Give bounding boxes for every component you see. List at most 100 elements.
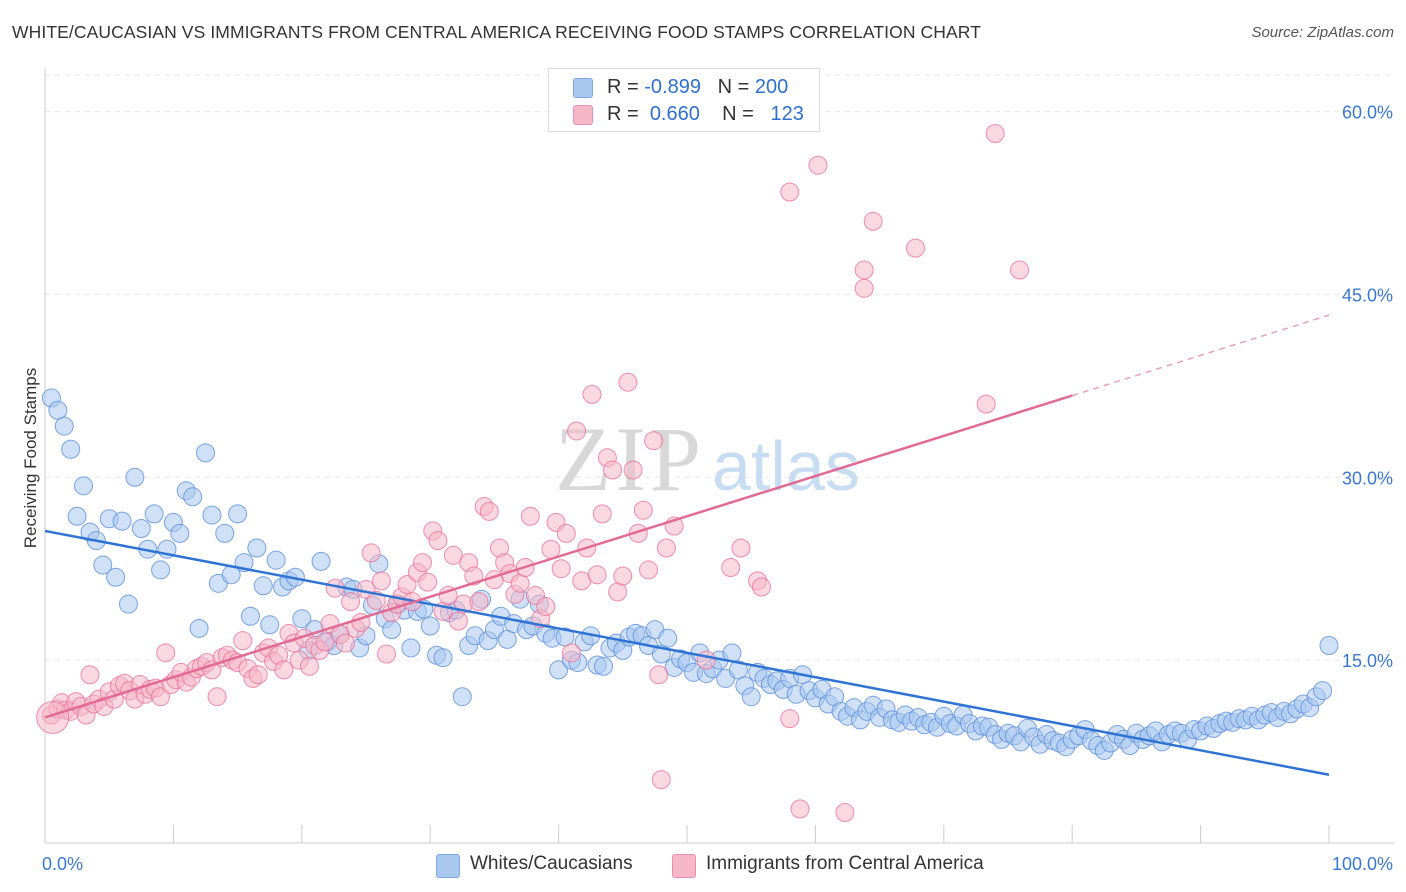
data-point bbox=[151, 687, 171, 707]
data-point bbox=[582, 384, 602, 404]
data-point bbox=[608, 582, 628, 602]
source-label: Source: ZipAtlas.com bbox=[1251, 24, 1394, 41]
data-point bbox=[443, 545, 463, 565]
data-point bbox=[253, 576, 273, 596]
data-point bbox=[536, 597, 556, 617]
y-tick-label: 30.0% bbox=[1342, 468, 1393, 488]
trend-line-immigrants-extension bbox=[1071, 314, 1330, 397]
data-point bbox=[644, 431, 664, 451]
data-point bbox=[397, 575, 417, 595]
x-tick-label-max: 100.0% bbox=[1332, 854, 1393, 874]
data-point bbox=[61, 439, 81, 459]
data-point bbox=[215, 523, 235, 543]
data-point bbox=[618, 372, 638, 392]
data-point bbox=[156, 643, 176, 663]
data-point bbox=[452, 687, 472, 707]
data-point bbox=[196, 443, 215, 463]
data-point bbox=[976, 394, 996, 414]
y-tick-label: 15.0% bbox=[1342, 651, 1393, 671]
legend-text-whites: R = -0.899 N = 200 bbox=[607, 76, 789, 98]
series-2 bbox=[751, 124, 1030, 823]
data-point bbox=[189, 618, 209, 638]
data-point bbox=[603, 460, 623, 480]
x-tick-label-min: 0.0% bbox=[42, 854, 83, 874]
data-point bbox=[854, 260, 874, 280]
data-point bbox=[112, 511, 132, 531]
trend-line-immigrants bbox=[44, 394, 1073, 719]
data-point bbox=[144, 504, 164, 524]
data-point bbox=[863, 211, 883, 231]
data-point bbox=[780, 182, 800, 202]
data-point bbox=[613, 566, 633, 586]
data-point bbox=[266, 550, 286, 570]
data-point bbox=[1319, 636, 1339, 656]
data-point bbox=[106, 567, 126, 587]
watermark-atlas: atlas bbox=[712, 427, 860, 505]
tick-labels: 15.0% 30.0% 45.0% 60.0% 0.0% 100.0% bbox=[42, 103, 1393, 874]
data-point bbox=[906, 238, 926, 258]
gridlines bbox=[45, 74, 1395, 661]
data-point bbox=[721, 557, 741, 577]
data-point bbox=[854, 278, 874, 298]
data-point bbox=[658, 628, 678, 648]
data-point bbox=[401, 638, 421, 658]
data-point bbox=[651, 770, 671, 790]
data-point bbox=[361, 543, 381, 563]
data-point bbox=[274, 660, 294, 680]
data-point bbox=[292, 609, 312, 629]
data-point bbox=[335, 633, 355, 653]
legend-swatch-immigrants bbox=[573, 105, 593, 125]
data-point bbox=[497, 629, 517, 649]
data-point bbox=[638, 560, 658, 580]
data-point bbox=[260, 615, 280, 635]
data-point bbox=[93, 555, 113, 575]
data-point bbox=[479, 501, 499, 521]
data-point bbox=[377, 644, 397, 664]
data-point bbox=[633, 500, 653, 520]
data-point bbox=[561, 643, 581, 663]
data-point bbox=[125, 467, 145, 487]
data-point bbox=[248, 665, 268, 685]
data-point bbox=[118, 594, 138, 614]
data-point bbox=[300, 656, 320, 676]
data-point bbox=[448, 611, 468, 631]
data-point bbox=[551, 559, 571, 579]
data-point bbox=[741, 687, 761, 707]
data-point bbox=[418, 572, 438, 592]
legend-text-immigrants: R = 0.660 N = 123 bbox=[607, 103, 804, 125]
data-point bbox=[183, 487, 203, 507]
legend-swatch-whites bbox=[573, 78, 593, 98]
data-point bbox=[549, 660, 569, 680]
data-point bbox=[341, 592, 361, 612]
data-point bbox=[469, 592, 489, 612]
data-point bbox=[438, 586, 458, 606]
data-point bbox=[433, 648, 453, 668]
data-point bbox=[541, 539, 561, 559]
data-point bbox=[207, 687, 227, 707]
data-point bbox=[520, 506, 540, 526]
data-point bbox=[80, 665, 100, 685]
y-tick-label: 60.0% bbox=[1342, 103, 1393, 123]
data-point bbox=[420, 616, 440, 636]
data-point bbox=[985, 124, 1005, 144]
data-point bbox=[233, 631, 253, 651]
data-point bbox=[790, 799, 810, 819]
data-point bbox=[808, 155, 828, 175]
y-axis-label: Receiving Food Stamps bbox=[21, 368, 40, 548]
stats-legend: R = -0.899 N = 200 R = 0.660 N = 123 bbox=[548, 68, 820, 132]
data-point bbox=[623, 460, 643, 480]
data-point bbox=[67, 506, 87, 526]
data-point bbox=[656, 538, 676, 558]
data-point bbox=[731, 538, 751, 558]
bottom-swatch-whites bbox=[436, 854, 460, 878]
data-point bbox=[311, 551, 331, 571]
data-point bbox=[240, 606, 260, 626]
data-point bbox=[751, 577, 771, 597]
data-point bbox=[48, 400, 68, 420]
trend-lines bbox=[44, 314, 1330, 776]
data-point bbox=[202, 505, 222, 525]
data-point bbox=[131, 518, 151, 538]
data-point bbox=[510, 573, 530, 593]
bottom-label-whites: Whites/Caucasians bbox=[470, 853, 633, 874]
data-point bbox=[556, 523, 576, 543]
